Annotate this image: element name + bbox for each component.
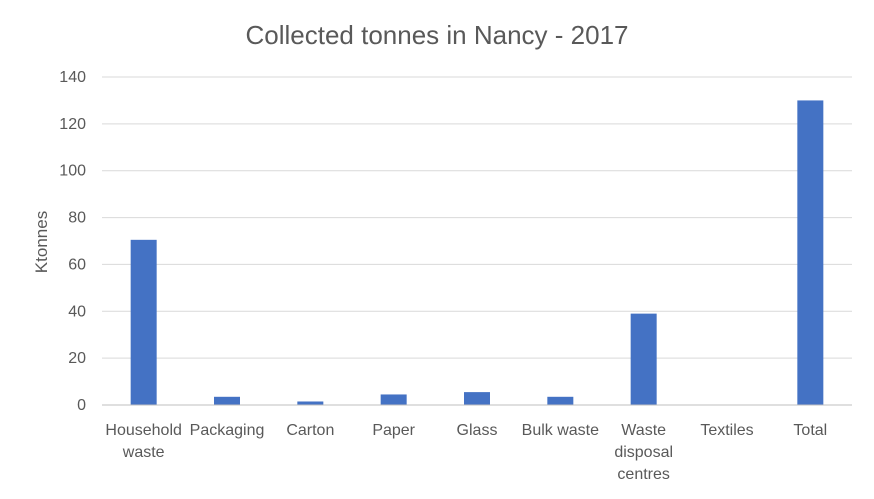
x-category-label: Glass (457, 422, 498, 439)
gridlines (102, 76, 852, 359)
bar (797, 100, 824, 405)
x-category-label: Textiles (700, 422, 753, 439)
y-axis-ticks: 0 20 40 60 80 100 120 140 (59, 69, 86, 414)
chart-title: Collected tonnes in Nancy - 2017 (245, 20, 628, 50)
bar (130, 239, 157, 405)
bars (130, 100, 824, 405)
y-tick-label: 20 (68, 350, 86, 367)
y-tick-label: 80 (68, 210, 86, 227)
y-axis-label: Ktonnes (32, 211, 51, 273)
bar (297, 401, 324, 405)
x-category-label: Carton (286, 422, 334, 439)
x-category-label: Household waste (105, 422, 182, 461)
bar (380, 394, 407, 405)
bar (547, 396, 574, 405)
x-category-label: Paper (372, 422, 415, 439)
bar (630, 313, 657, 405)
x-category-label: Total (793, 422, 827, 439)
y-tick-label: 60 (68, 256, 86, 273)
y-tick-label: 100 (59, 163, 86, 180)
y-tick-label: 40 (68, 303, 86, 320)
y-tick-label: 0 (77, 397, 86, 414)
x-category-label: Bulk waste (522, 422, 599, 439)
x-category-label: Packaging (190, 422, 265, 439)
x-axis-categories: Household waste Packaging Carton Paper Glass B… (105, 422, 827, 483)
bar (214, 396, 240, 405)
y-tick-label: 140 (59, 69, 86, 86)
x-category-label: Waste disposal centres (614, 422, 673, 483)
y-tick-label: 120 (59, 116, 86, 133)
bar (464, 392, 490, 405)
